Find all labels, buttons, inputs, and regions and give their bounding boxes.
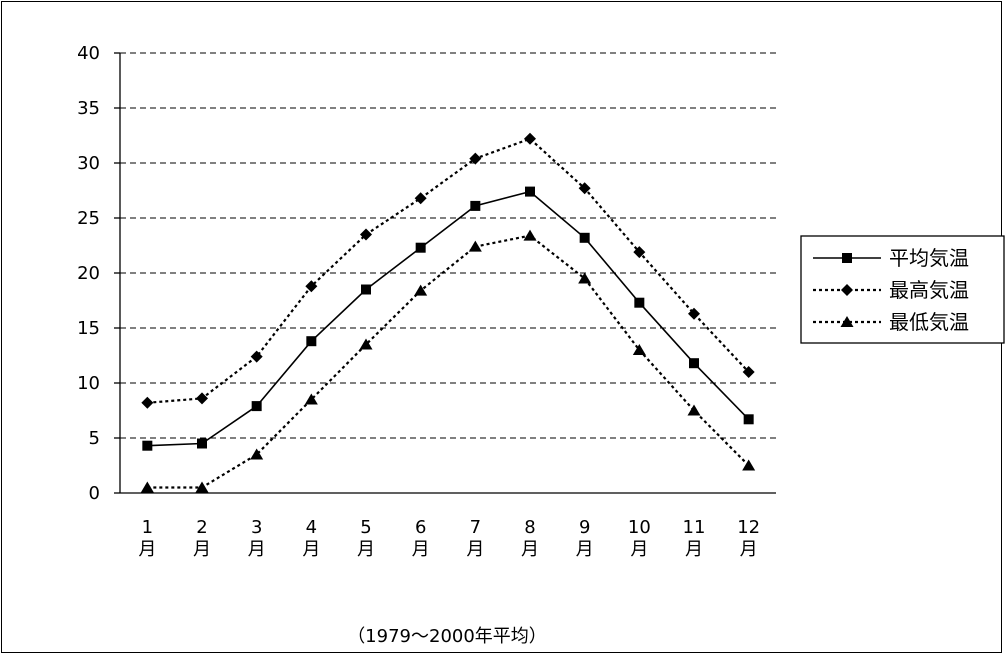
x-tick-label: 4: [306, 517, 317, 538]
y-tick-label: 30: [77, 153, 100, 174]
data-point: [579, 232, 590, 243]
series-line: [147, 137, 750, 404]
data-point: [142, 440, 153, 451]
series-line: [147, 234, 750, 489]
data-point: [841, 284, 853, 296]
data-point: [361, 284, 371, 295]
data-point: [523, 229, 537, 241]
data-point: [414, 192, 427, 205]
data-point: [414, 284, 428, 296]
x-tick-label: 月: [630, 539, 648, 560]
legend-label: 平均気温: [889, 246, 969, 270]
data-point: [250, 448, 264, 460]
data-point: [688, 307, 700, 320]
x-tick-label: 月: [740, 539, 758, 560]
data-point: [578, 182, 591, 195]
data-point: [360, 228, 372, 241]
x-tick-label: 月: [466, 539, 484, 560]
y-tick-label: 5: [89, 428, 100, 449]
x-tick-label: 月: [302, 539, 320, 560]
x-tick-label: 9: [579, 517, 590, 538]
data-point: [306, 336, 317, 347]
data-point: [468, 240, 482, 252]
data-point: [469, 152, 482, 165]
x-tick-label: 2: [196, 517, 207, 538]
x-tick-label: 月: [576, 539, 594, 560]
x-tick-label: 8: [524, 517, 535, 538]
y-tick-label: 10: [77, 373, 100, 394]
y-tick-label: 0: [89, 483, 100, 504]
x-tick-label: 月: [138, 539, 156, 560]
data-point: [470, 200, 481, 211]
data-point: [304, 393, 318, 405]
data-point: [633, 246, 646, 259]
data-point: [634, 297, 645, 308]
data-point: [251, 401, 262, 412]
data-point: [743, 414, 754, 425]
x-tick-label: 5: [360, 517, 371, 538]
legend-label: 最低気温: [889, 310, 969, 334]
x-tick-label: 月: [412, 539, 430, 560]
data-point: [689, 358, 699, 369]
data-point: [632, 344, 646, 355]
x-tick-label: 月: [193, 539, 211, 560]
data-point: [141, 396, 154, 409]
x-tick-label: 月: [685, 539, 703, 560]
data-point: [578, 272, 592, 284]
x-tick-label: 12: [737, 517, 760, 538]
data-point: [525, 186, 535, 197]
data-point: [195, 481, 209, 493]
x-tick-label: 月: [357, 539, 375, 560]
series-line: [147, 190, 750, 447]
data-point: [197, 438, 207, 449]
x-tick-label: 1: [142, 517, 153, 538]
x-tick-label: 3: [251, 517, 262, 538]
x-tick-label: 月: [248, 539, 266, 560]
chart-footnote: （1979～2000年平均）: [347, 626, 547, 647]
y-tick-label: 20: [77, 263, 100, 284]
data-point: [415, 242, 426, 253]
data-point: [305, 280, 318, 293]
data-point: [359, 338, 373, 350]
data-point: [687, 404, 701, 416]
x-tick-label: 10: [628, 517, 651, 538]
data-point: [840, 316, 854, 327]
x-tick-label: 6: [415, 517, 426, 538]
data-point: [742, 459, 756, 471]
data-point: [842, 253, 852, 263]
x-tick-label: 月: [521, 539, 539, 560]
y-tick-label: 40: [77, 43, 100, 64]
data-point: [140, 481, 154, 493]
y-tick-label: 35: [77, 98, 100, 119]
data-point: [250, 350, 263, 363]
data-point: [742, 366, 755, 378]
y-tick-label: 25: [77, 208, 100, 229]
x-tick-label: 7: [470, 517, 481, 538]
data-point: [196, 392, 208, 405]
legend-box: [800, 235, 1005, 344]
y-tick-label: 15: [77, 318, 100, 339]
x-tick-label: 11: [683, 517, 706, 538]
data-point: [524, 132, 536, 145]
legend-label: 最高気温: [889, 278, 969, 302]
